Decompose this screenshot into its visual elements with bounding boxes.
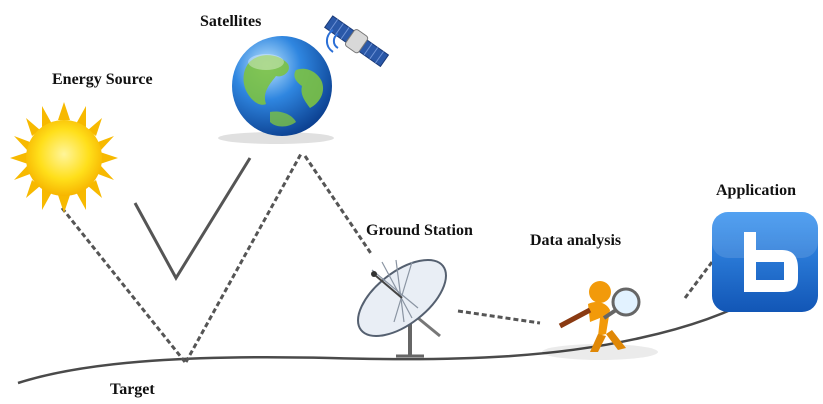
downlink-path xyxy=(303,155,374,256)
reflected-energy-path xyxy=(184,151,304,363)
magnifier-figure-icon xyxy=(542,281,658,360)
sun-icon xyxy=(10,102,118,213)
ground-station-label: Ground Station xyxy=(366,222,473,239)
signal-waves-icon xyxy=(326,29,339,53)
target-surface-line xyxy=(17,288,771,385)
satellite-icon xyxy=(324,15,390,68)
incident-energy-path xyxy=(60,207,187,363)
data-analysis-label: Data analysis xyxy=(530,232,622,249)
energy-source-label: Energy Source xyxy=(52,71,153,88)
reflection-v-line xyxy=(133,157,252,281)
target-label: Target xyxy=(110,381,155,398)
satellites-label: Satellites xyxy=(200,13,262,30)
satellite-dish-icon xyxy=(357,258,447,358)
earth-globe-icon xyxy=(218,36,334,144)
application-label: Application xyxy=(716,182,797,199)
application-b-icon xyxy=(712,212,818,312)
analysis-to-application-path xyxy=(683,261,714,299)
station-to-analysis-path xyxy=(457,309,541,325)
